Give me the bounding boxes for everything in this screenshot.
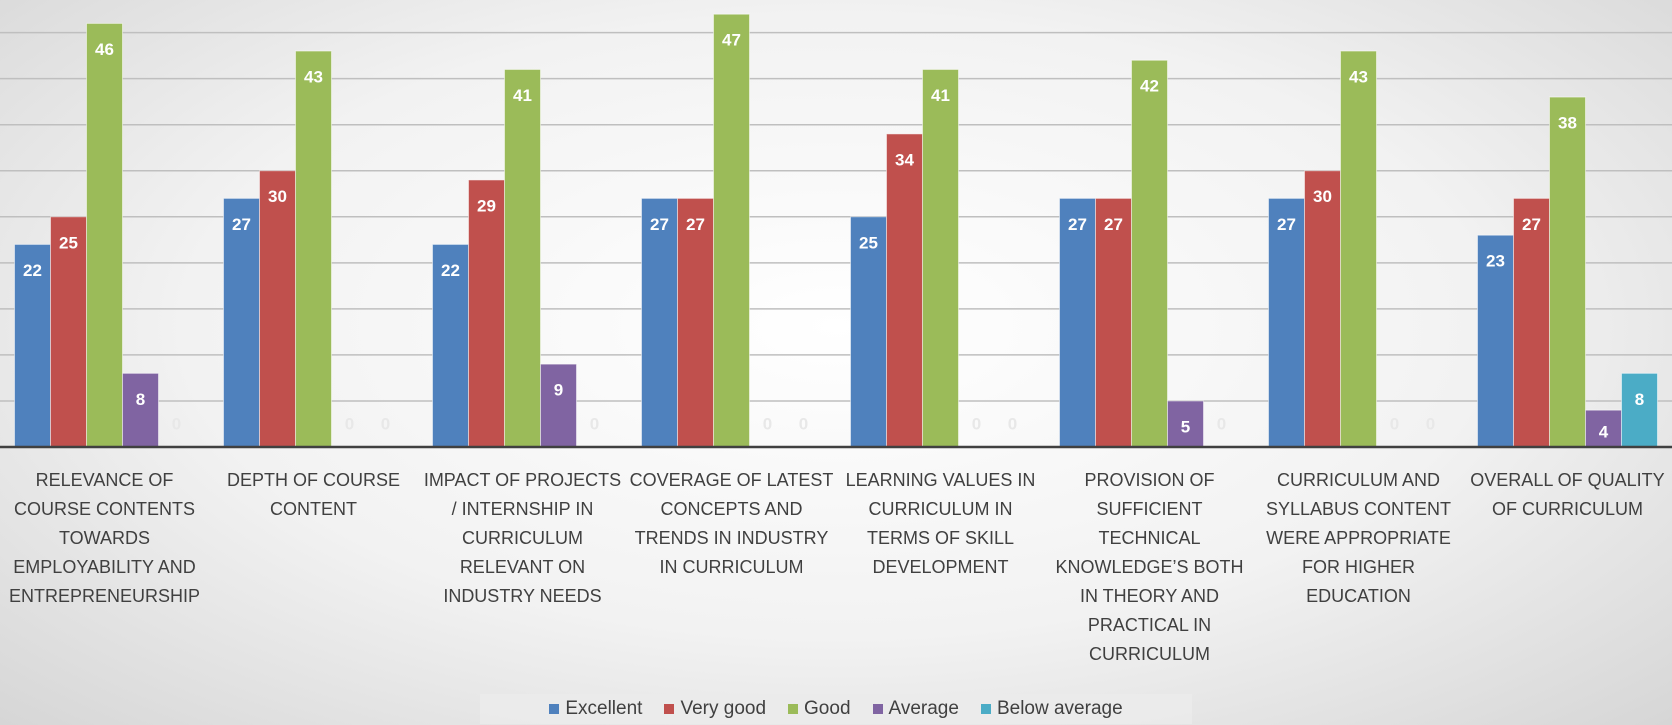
bar: [1268, 197, 1305, 448]
value-label: 27: [650, 215, 669, 234]
value-label: 4: [1599, 422, 1609, 441]
x-tick-label: CURRICULUM AND SYLLABUS CONTENT WERE APP…: [1265, 470, 1452, 606]
legend-label: Very good: [680, 698, 767, 719]
bar: [1477, 234, 1514, 448]
value-label: 22: [23, 261, 42, 280]
bar: [504, 68, 541, 448]
value-label: 0: [590, 414, 599, 433]
bar: [86, 22, 123, 448]
bar: [223, 197, 260, 448]
x-tick-label: LEARNING VALUES IN CURRICULUM IN TERMS O…: [845, 470, 1036, 577]
value-label: 41: [513, 86, 532, 105]
legend-swatch: [980, 704, 991, 714]
bar: [295, 50, 332, 448]
legend-label: Excellent: [565, 698, 643, 719]
value-label: 27: [1522, 215, 1541, 234]
value-label: 0: [763, 414, 772, 433]
bar: [1304, 170, 1341, 448]
bar: [1549, 96, 1586, 448]
value-label: 27: [1068, 215, 1087, 234]
legend-swatch: [872, 704, 883, 714]
value-label: 27: [232, 215, 251, 234]
x-tick-label: IMPACT OF PROJECTS / INTERNSHIP IN CURRI…: [423, 470, 622, 606]
value-label: 27: [1277, 215, 1296, 234]
value-label: 38: [1558, 114, 1577, 133]
value-label: 30: [1313, 187, 1332, 206]
bar: [1095, 197, 1132, 448]
bar: [850, 216, 887, 448]
bar: [1340, 50, 1377, 448]
legend-item: Very good: [664, 698, 766, 720]
value-label: 41: [931, 86, 950, 105]
value-label: 43: [1349, 68, 1368, 87]
legend: Excellent Very good Good Average Below avera…: [480, 694, 1192, 724]
x-tick-label: RELEVANCE OF COURSE CONTENTS TOWARDS EMP…: [8, 470, 201, 606]
bar: [540, 363, 577, 448]
value-label: 25: [59, 233, 78, 252]
value-label: 8: [1635, 390, 1644, 409]
value-label: 9: [554, 381, 563, 400]
legend-swatch: [788, 704, 799, 714]
bar: [1585, 409, 1622, 448]
value-label: 23: [1486, 252, 1505, 271]
value-label: 0: [381, 414, 390, 433]
bar: [1513, 197, 1550, 448]
value-label: 0: [972, 414, 981, 433]
value-label: 0: [345, 414, 354, 433]
value-label: 5: [1181, 417, 1190, 436]
bar: [713, 13, 750, 448]
legend-item: Excellent: [549, 698, 642, 720]
value-label: 22: [441, 261, 460, 280]
bar: [1621, 372, 1658, 448]
bar: [1131, 59, 1168, 448]
value-label: 0: [1008, 414, 1017, 433]
value-label: 29: [477, 196, 496, 215]
value-label: 27: [686, 215, 705, 234]
x-tick-label: OVERALL OF QUALITY OF CURRICULUM: [1470, 470, 1665, 519]
legend-swatch: [664, 704, 675, 714]
x-tick-label: COVERAGE OF LATEST CONCEPTS AND TRENDS I…: [629, 470, 834, 577]
value-label: 46: [95, 40, 114, 59]
bar: [886, 133, 923, 448]
bar: [50, 216, 87, 448]
value-label: 0: [1217, 414, 1226, 433]
legend-item: Average: [872, 698, 959, 720]
value-label: 8: [136, 390, 145, 409]
value-label: 0: [1426, 414, 1435, 433]
value-label: 0: [799, 414, 808, 433]
legend-item: Below average: [980, 698, 1123, 720]
legend-label: Good: [804, 698, 851, 719]
bar: [641, 197, 678, 448]
bar: [677, 197, 714, 448]
x-tick-label: DEPTH OF COURSE CONTENT: [226, 470, 400, 519]
bar: [1167, 400, 1204, 448]
value-label: 34: [895, 150, 914, 169]
bar: [468, 179, 505, 448]
bar: [1059, 197, 1096, 448]
value-label: 0: [172, 414, 181, 433]
value-label: 25: [859, 233, 878, 252]
value-label: 30: [268, 187, 287, 206]
legend-label: Average: [888, 698, 959, 719]
value-label: 47: [722, 31, 741, 50]
bar: [922, 68, 959, 448]
legend-item: Good: [788, 698, 851, 720]
legend-swatch: [549, 704, 560, 714]
legend-label: Below average: [996, 698, 1123, 719]
value-label: 0: [1390, 414, 1399, 433]
bar: [122, 372, 159, 448]
value-label: 43: [304, 68, 323, 87]
bar: [259, 170, 296, 448]
value-label: 42: [1140, 77, 1159, 96]
value-label: 27: [1104, 215, 1123, 234]
x-tick-label: PROVISION OF SUFFICIENT TECHNICAL KNOWLE…: [1055, 470, 1244, 664]
